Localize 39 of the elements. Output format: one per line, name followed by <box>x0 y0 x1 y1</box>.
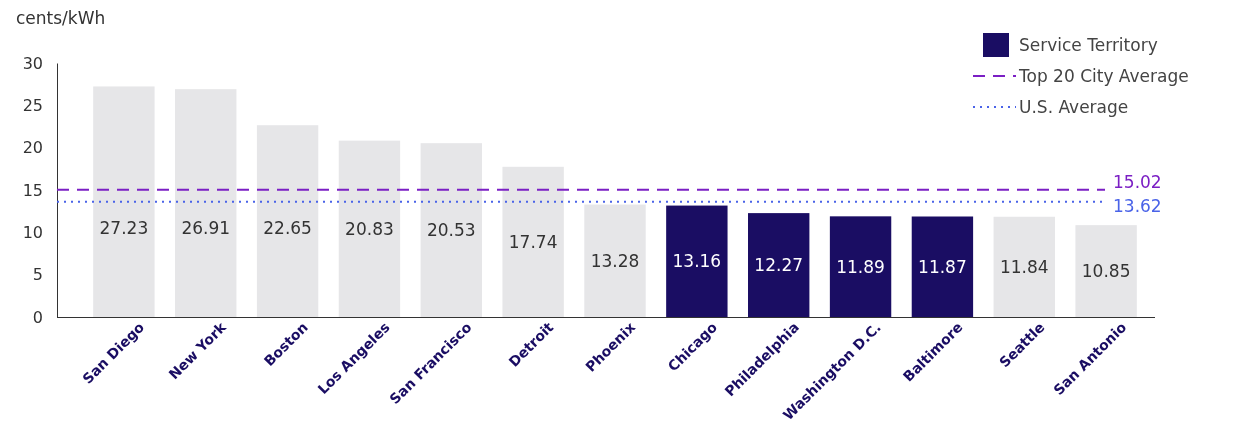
data-label: 20.83 <box>345 218 394 239</box>
data-label: 11.89 <box>836 256 885 277</box>
y-tick-label: 0 <box>32 307 43 327</box>
bar <box>175 89 237 317</box>
bar <box>502 166 564 317</box>
data-label: 20.53 <box>426 220 476 241</box>
bar <box>993 216 1055 317</box>
bar <box>256 125 319 317</box>
bar <box>748 213 810 317</box>
data-label: 10.85 <box>1081 261 1131 282</box>
data-label: 13.28 <box>590 250 640 271</box>
y-tick-label: 20 <box>22 138 43 158</box>
legend-label: Top 20 City Average <box>1018 65 1189 86</box>
data-label: 17.74 <box>508 231 558 252</box>
y-tick-label: 30 <box>22 53 43 73</box>
y-tick-label: 5 <box>32 265 43 285</box>
y-tick-label: 10 <box>22 222 43 242</box>
bar <box>420 143 482 317</box>
bar <box>338 140 401 317</box>
bar <box>93 86 155 317</box>
y-tick-label: 25 <box>22 95 43 115</box>
data-label: 26.91 <box>181 218 231 239</box>
data-label: 11.84 <box>999 256 1049 277</box>
bar <box>829 216 892 317</box>
data-label: 27.23 <box>99 218 149 239</box>
data-label: 11.87 <box>918 256 967 277</box>
bar <box>1075 225 1137 317</box>
bar <box>666 205 728 317</box>
text: 15.02 <box>1113 172 1162 193</box>
y-axis-title: cents/kWh <box>16 8 106 28</box>
bar <box>911 216 974 317</box>
data-label: 13.16 <box>672 251 722 272</box>
data-label: 22.65 <box>263 218 312 239</box>
bar <box>584 204 646 317</box>
text: 13.62 <box>1113 195 1162 216</box>
y-tick-label: 15 <box>22 180 43 200</box>
legend-label: U.S. Average <box>1019 96 1129 117</box>
data-label: 12.27 <box>754 255 804 276</box>
legend-label: Service Territory <box>1019 34 1158 55</box>
